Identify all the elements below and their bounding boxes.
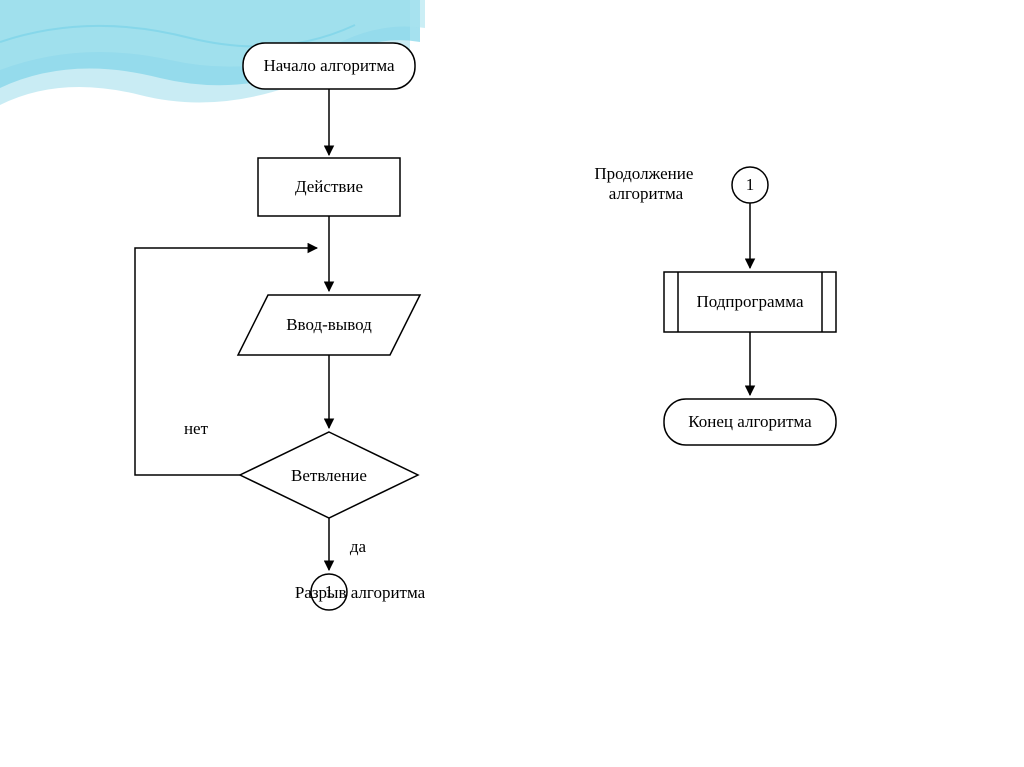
continuation-text: Продолжение алгоритма: [594, 164, 697, 203]
decision-label: Ветвление: [291, 466, 367, 485]
subprogram-node: Подпрограмма: [664, 272, 836, 332]
decision-node: Ветвление: [240, 432, 418, 518]
no-label: нет: [184, 419, 209, 438]
yes-label: да: [350, 537, 367, 556]
flowchart-canvas: Начало алгоритма Действие Ввод-вывод Вет…: [0, 0, 1024, 767]
start-node: Начало алгоритма: [243, 43, 415, 89]
io-node: Ввод-вывод: [238, 295, 420, 355]
action-node: Действие: [258, 158, 400, 216]
break-text: Разрыв алгоритма: [295, 583, 426, 602]
action-label: Действие: [295, 177, 363, 196]
end-label: Конец алгоритма: [688, 412, 812, 431]
continuation-connector: 1: [732, 167, 768, 203]
edge-decision-no: [135, 248, 317, 475]
continuation-connector-label: 1: [746, 175, 755, 194]
io-label: Ввод-вывод: [286, 315, 372, 334]
start-label: Начало алгоритма: [263, 56, 395, 75]
subprogram-label: Подпрограмма: [697, 292, 804, 311]
end-node: Конец алгоритма: [664, 399, 836, 445]
